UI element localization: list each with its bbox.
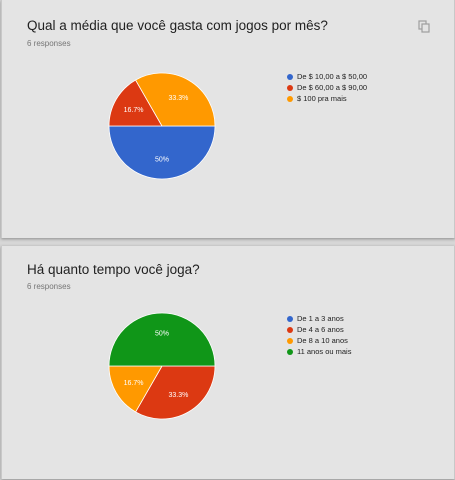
slice-label: 50% <box>155 331 169 338</box>
question-card-spending: Qual a média que você gasta com jogos po… <box>1 0 455 238</box>
legend-item: 11 anos ou mais <box>287 346 351 357</box>
copy-icon[interactable] <box>418 20 430 33</box>
pie-slice <box>108 365 163 413</box>
question-title: Qual a média que você gasta com jogos po… <box>27 18 328 33</box>
legend-swatch <box>287 337 293 344</box>
chart-legend: De $ 10,00 a $ 50,00 De $ 60,00 a $ 90,00… <box>287 71 367 104</box>
legend-label: De $ 60,00 a $ 90,00 <box>297 83 368 92</box>
pie-chart-play-time: 33.3% 16.7% 50% <box>108 312 216 420</box>
chart-legend: De 1 a 3 anos De 4 a 6 anos De 8 a 10 anos… <box>287 313 351 357</box>
legend-swatch <box>287 84 293 91</box>
legend-swatch <box>287 73 293 80</box>
legend-item: $ 100 pra mais <box>287 93 367 104</box>
legend-item: De 4 a 6 anos <box>287 324 351 335</box>
pie-slice <box>108 125 216 180</box>
slice-label: 33.3% <box>169 392 189 399</box>
question-title: Há quanto tempo você joga? <box>27 262 200 277</box>
legend-item: De $ 60,00 a $ 90,00 <box>287 82 367 93</box>
legend-swatch <box>287 326 293 333</box>
legend-item: De $ 10,00 a $ 50,00 <box>287 71 367 82</box>
legend-label: De 1 a 3 anos <box>297 314 344 323</box>
legend-label: 11 anos ou mais <box>297 347 352 356</box>
response-count: 6 responses <box>27 282 71 291</box>
question-card-play-time: Há quanto tempo você joga? 6 responses 3… <box>1 246 455 479</box>
slice-label: 33.3% <box>169 95 189 102</box>
pie-slice <box>135 72 216 127</box>
slice-label: 50% <box>155 156 169 163</box>
pie-chart-spending: 50% 16.7% 33.3% <box>108 72 216 180</box>
slice-label: 16.7% <box>124 107 144 114</box>
legend-swatch <box>287 348 293 355</box>
legend-swatch <box>287 315 293 322</box>
legend-item: De 8 a 10 anos <box>287 335 351 346</box>
legend-item: De 1 a 3 anos <box>287 313 351 324</box>
legend-swatch <box>287 95 293 102</box>
pie-slice <box>108 79 163 127</box>
pie-slice <box>108 312 216 367</box>
legend-label: De 4 a 6 anos <box>297 325 344 334</box>
legend-label: $ 100 pra mais <box>297 94 347 103</box>
response-count: 6 responses <box>27 39 71 48</box>
slice-label: 16.7% <box>124 380 144 387</box>
legend-label: De $ 10,00 a $ 50,00 <box>297 72 368 81</box>
pie-slice <box>135 365 216 420</box>
legend-label: De 8 a 10 anos <box>297 336 348 345</box>
